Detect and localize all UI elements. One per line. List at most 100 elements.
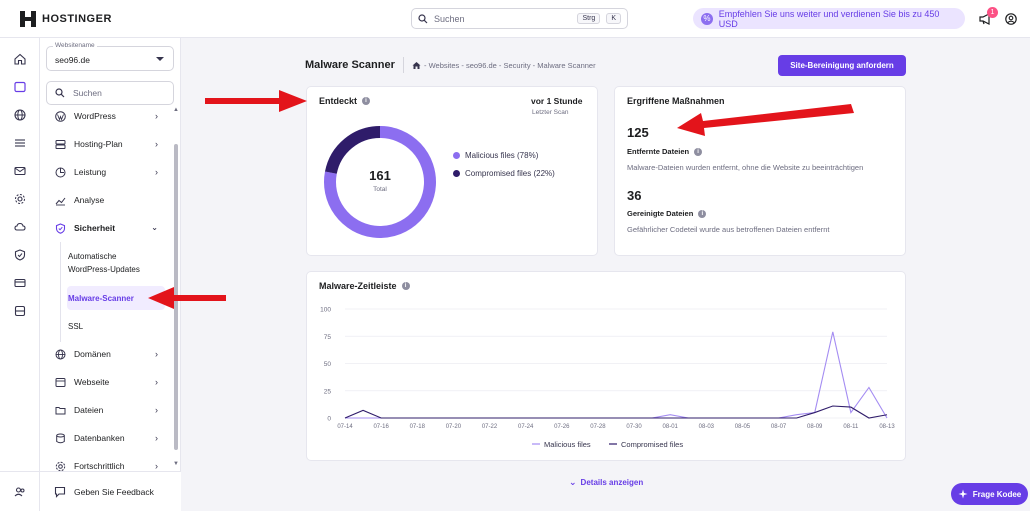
sliders-icon[interactable]	[12, 135, 28, 151]
globe-icon[interactable]	[12, 107, 28, 123]
series-line-1	[344, 405, 888, 419]
donut-slice-0	[324, 126, 436, 238]
sidebar-subitem-ssl[interactable]: SSL	[68, 322, 84, 331]
hostinger-logo[interactable]: HOSTINGER	[20, 11, 112, 27]
sidebar-item-label: Datenbanken	[74, 433, 125, 443]
folder-icon	[54, 404, 66, 416]
y-tick-label: 50	[324, 361, 332, 368]
info-icon[interactable]: i	[362, 97, 371, 105]
sidebar-search-input[interactable]: Suchen	[46, 81, 174, 105]
x-tick-label: 07-26	[554, 424, 570, 430]
rail-bottom	[0, 471, 40, 511]
sidebar-item-webseite[interactable]: Webseite ›	[40, 372, 172, 392]
y-tick-label: 100	[320, 307, 331, 314]
sidebar-item-fortschrittlich[interactable]: Fortschrittlich ›	[40, 456, 172, 476]
cloud-icon[interactable]	[12, 219, 28, 235]
chevron-down-icon: ⌄	[569, 477, 577, 487]
billing-icon[interactable]	[12, 275, 28, 291]
timeline-card-title: Malware-Zeitleiste i	[319, 281, 410, 291]
server-icon[interactable]	[12, 303, 28, 319]
donut-slice-1	[324, 126, 381, 175]
shield-icon[interactable]	[12, 247, 28, 263]
removed-files-title: Entfernte Dateien i	[627, 147, 703, 156]
sidebar-item-datenbanken[interactable]: Datenbanken ›	[40, 428, 172, 448]
info-icon[interactable]: i	[401, 282, 410, 290]
x-tick-label: 07-24	[518, 424, 534, 430]
shortcut-key-k: K	[606, 13, 621, 24]
removed-files-description: Malware-Dateien wurden entfernt, ohne di…	[627, 163, 864, 172]
server-icon	[54, 138, 66, 150]
y-tick-label: 25	[324, 388, 332, 395]
users-icon[interactable]	[12, 484, 28, 500]
sidebar-item-label: WordPress	[74, 111, 116, 121]
website-select-label: Websitename	[53, 42, 97, 49]
account-icon[interactable]	[1003, 11, 1019, 27]
legend-item-malicious: Malicious files (78%)	[453, 151, 538, 160]
scroll-down-arrow[interactable]: ▼	[173, 461, 179, 467]
sidebar-item-label: Fortschrittlich	[74, 461, 125, 471]
detected-card-title: Entdeckt i	[319, 96, 371, 106]
last-scan-label: Letzter Scan	[532, 109, 569, 116]
globe-icon	[54, 348, 66, 360]
notification-badge: 1	[987, 7, 998, 18]
feedback-button[interactable]: Geben Sie Feedback	[40, 471, 181, 511]
global-search-input[interactable]: Suchen Strg K	[411, 8, 628, 29]
breadcrumb-path[interactable]: - Websites - seo96.de - Security - Malwa…	[424, 61, 596, 70]
x-tick-label: 08-03	[699, 424, 715, 430]
wordpress-icon	[54, 110, 66, 122]
sidebar-item-hosting-plan[interactable]: Hosting-Plan ›	[40, 134, 172, 154]
feedback-label: Geben Sie Feedback	[74, 486, 154, 497]
sidebar-item-analyse[interactable]: Analyse	[40, 190, 172, 210]
request-site-cleanup-button[interactable]: Site-Bereinigung anfordern	[778, 55, 906, 76]
x-tick-label: 08-13	[879, 424, 895, 430]
x-tick-label: 08-11	[843, 424, 859, 430]
chevron-up-icon: ⌄	[151, 223, 158, 232]
sidebar-item-label: Webseite	[74, 377, 110, 387]
info-icon[interactable]: i	[698, 209, 707, 218]
chevron-right-icon: ›	[155, 461, 158, 471]
cleaned-files-description: Gefährlicher Codeteil wurde aus betroffe…	[627, 225, 830, 234]
sidebar-item-label: Domänen	[74, 349, 111, 359]
sparkle-icon	[958, 489, 968, 499]
sidebar-item-sicherheit[interactable]: Sicherheit ⌄	[40, 218, 172, 238]
sidebar-item-leistung[interactable]: Leistung ›	[40, 162, 172, 182]
y-tick-label: 75	[324, 334, 332, 341]
scroll-up-arrow[interactable]: ▲	[173, 107, 179, 113]
x-tick-label: 08-09	[807, 424, 823, 430]
top-bar: HOSTINGER Suchen Strg K % Empfehlen Sie …	[0, 0, 1030, 38]
series-line-0	[345, 331, 888, 419]
submenu-indicator-line	[60, 242, 61, 342]
show-details-link[interactable]: ⌄ Details anzeigen	[569, 477, 643, 488]
legend-label-malicious: Malicious files (78%)	[465, 151, 539, 160]
last-scan-time: vor 1 Stunde	[531, 96, 583, 106]
legend-item-compromised: Compromised files (22%)	[453, 169, 555, 178]
ask-kodee-button[interactable]: Frage Kodee	[951, 483, 1028, 505]
website-select[interactable]: Websitename seo96.de	[46, 42, 174, 71]
websites-icon[interactable]	[12, 79, 28, 95]
mail-icon[interactable]	[12, 163, 28, 179]
website-select-value: seo96.de	[55, 55, 90, 65]
sidebar-item-wordpress[interactable]: WordPress ›	[40, 106, 172, 126]
legend-dot-compromised	[453, 170, 460, 177]
home-icon[interactable]	[412, 61, 421, 70]
y-tick-label: 0	[327, 416, 331, 423]
referral-banner[interactable]: % Empfehlen Sie uns weiter und verdienen…	[693, 8, 965, 29]
malware-timeline-card	[306, 271, 906, 461]
referral-percent-icon: %	[701, 12, 713, 25]
cog-icon[interactable]	[12, 191, 28, 207]
search-icon	[418, 13, 428, 23]
brand-name: HOSTINGER	[42, 13, 112, 25]
breadcrumb: - Websites - seo96.de - Security - Malwa…	[412, 61, 596, 70]
donut-total-label: Total	[373, 186, 387, 193]
actions-card-title: Ergriffene Maßnahmen	[627, 96, 725, 106]
cleaned-files-title: Gereinigte Dateien i	[627, 209, 707, 218]
sidebar-item-domaenen[interactable]: Domänen ›	[40, 344, 172, 364]
info-icon[interactable]: i	[694, 147, 703, 156]
sidebar-subitem-malware-scanner[interactable]: Malware-Scanner	[68, 294, 134, 303]
browser-icon	[54, 376, 66, 388]
home-icon[interactable]	[12, 51, 28, 67]
megaphone-icon[interactable]	[977, 11, 993, 27]
sidebar-subitem-auto-updates[interactable]: Automatische WordPress-Updates	[68, 252, 140, 274]
sidebar-search-placeholder: Suchen	[73, 88, 102, 98]
sidebar-item-dateien[interactable]: Dateien ›	[40, 400, 172, 420]
